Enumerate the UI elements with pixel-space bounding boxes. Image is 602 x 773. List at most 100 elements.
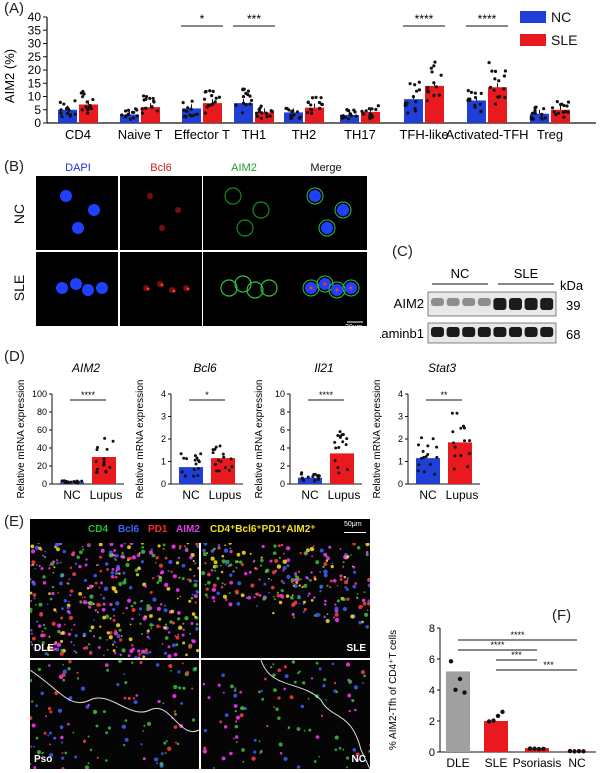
panel-d-point (195, 456, 199, 460)
fluo-signal (244, 707, 247, 711)
fluo-signal (170, 609, 175, 614)
fluo-signal (179, 595, 182, 598)
fluo-signal (82, 632, 87, 637)
fluo-signal (87, 735, 90, 738)
fluo-signal (133, 700, 138, 704)
fluo-signal (98, 543, 103, 547)
fluo-signal (62, 663, 64, 666)
fluo-signal (365, 543, 370, 547)
fluo-signal (291, 660, 296, 664)
fluo-signal (210, 556, 215, 561)
panel-a-point (152, 100, 156, 104)
fluo-signal (53, 608, 57, 612)
panel-d-point (317, 474, 321, 478)
fluo-signal (292, 584, 295, 587)
fluo-signal (176, 742, 180, 746)
panel-a-point (317, 100, 322, 105)
panel-d-title: Il21 (314, 361, 333, 375)
panel-a-point (155, 109, 159, 113)
fluo-signal (41, 751, 44, 755)
fluo-signal (323, 603, 327, 606)
panel-a-point (141, 94, 146, 98)
fluo-signal (342, 748, 345, 751)
fluo-signal (339, 578, 343, 581)
panel-d-point (193, 454, 197, 458)
fluo-signal (235, 715, 241, 720)
fluo-boundary (260, 660, 370, 769)
panel-d-title: Stat3 (428, 361, 456, 375)
panel-a-point (241, 87, 245, 91)
fluo-signal (283, 687, 286, 691)
fluo-signal (237, 581, 242, 586)
fluo-signal (134, 655, 138, 658)
panel-a-xlabel: TH17 (344, 127, 376, 142)
panel-a-point (204, 89, 208, 94)
panel-a-point (79, 91, 83, 95)
fluo-signal (228, 592, 231, 595)
fluo-signal (197, 566, 199, 570)
fluo-signal (345, 756, 350, 760)
fluo-signal (298, 670, 301, 673)
panel-d-point (111, 439, 115, 443)
panel-f-sig: **** (490, 640, 505, 650)
fluo-signal (111, 567, 115, 571)
fluo-signal (346, 577, 349, 580)
fluo-signal (202, 749, 208, 754)
panel-d-point (218, 444, 222, 448)
fluo-signal (302, 610, 306, 614)
panel-a-bar-nc (467, 100, 486, 123)
panel-a-point (234, 103, 238, 107)
fluo-signal (270, 585, 275, 590)
fluo-signal (87, 762, 90, 765)
legend-swatch-sle (520, 33, 546, 46)
panel-a-point (439, 73, 443, 77)
panel-a-point (151, 96, 155, 101)
fluo-signal (89, 650, 92, 653)
fluo-signal (315, 735, 320, 739)
fluo-signal (92, 635, 96, 638)
fluo-signal (278, 742, 283, 747)
fluo-signal (159, 762, 164, 766)
fluo-signal (159, 625, 161, 628)
panel-a-point (542, 107, 546, 111)
blot-laminb1-bands (431, 327, 554, 337)
fluo-signal (339, 547, 342, 550)
fluo-signal (157, 544, 161, 548)
fluo-signal (42, 575, 46, 579)
panel-d-plot-2: Il21 Relative mRNA expression 0 2 4 6 8 10 **** N… (254, 361, 362, 502)
fluo-signal (272, 595, 275, 598)
fluo-signal (124, 719, 128, 722)
fluo-signal (272, 663, 275, 666)
fluo-signal (260, 558, 264, 563)
panel-d-point (419, 456, 423, 460)
fluo-signal (98, 636, 102, 640)
fluo-signal (72, 551, 76, 555)
fluo-signal (89, 594, 94, 599)
fluo-signal (352, 565, 356, 569)
panel-d-ytick-label: 2 (398, 434, 403, 444)
panel-d-ytick-label: 2 (161, 434, 166, 444)
panel-a-ylabel: AIM2 (%) (2, 49, 17, 103)
fluo-signal (280, 543, 284, 547)
panel-d-point (459, 426, 463, 430)
panel-d-bar-nc (298, 477, 322, 484)
panel-a-point (413, 107, 417, 111)
fluo-signal (92, 709, 98, 715)
fluo-signal (236, 552, 241, 557)
panel-f-point (572, 749, 577, 754)
fluo-signal (39, 612, 44, 617)
fluo-tile-pso-label: Pso (34, 754, 53, 765)
fluo-signal (368, 744, 370, 747)
blot-band-aim2: AIM2 (394, 296, 424, 311)
panel-d-point (183, 474, 187, 478)
fluo-signal (311, 555, 313, 558)
fluo-signal (183, 545, 187, 548)
panel-a-point (86, 111, 90, 115)
fluo-signal (325, 698, 327, 701)
marker-cd4: CD4 (88, 524, 109, 535)
fluo-signal (142, 757, 146, 761)
fluo-signal (129, 623, 132, 626)
panel-a-point (213, 100, 217, 104)
panel-a-point (305, 110, 310, 115)
fluo-tile-nc-label: NC (351, 754, 366, 765)
